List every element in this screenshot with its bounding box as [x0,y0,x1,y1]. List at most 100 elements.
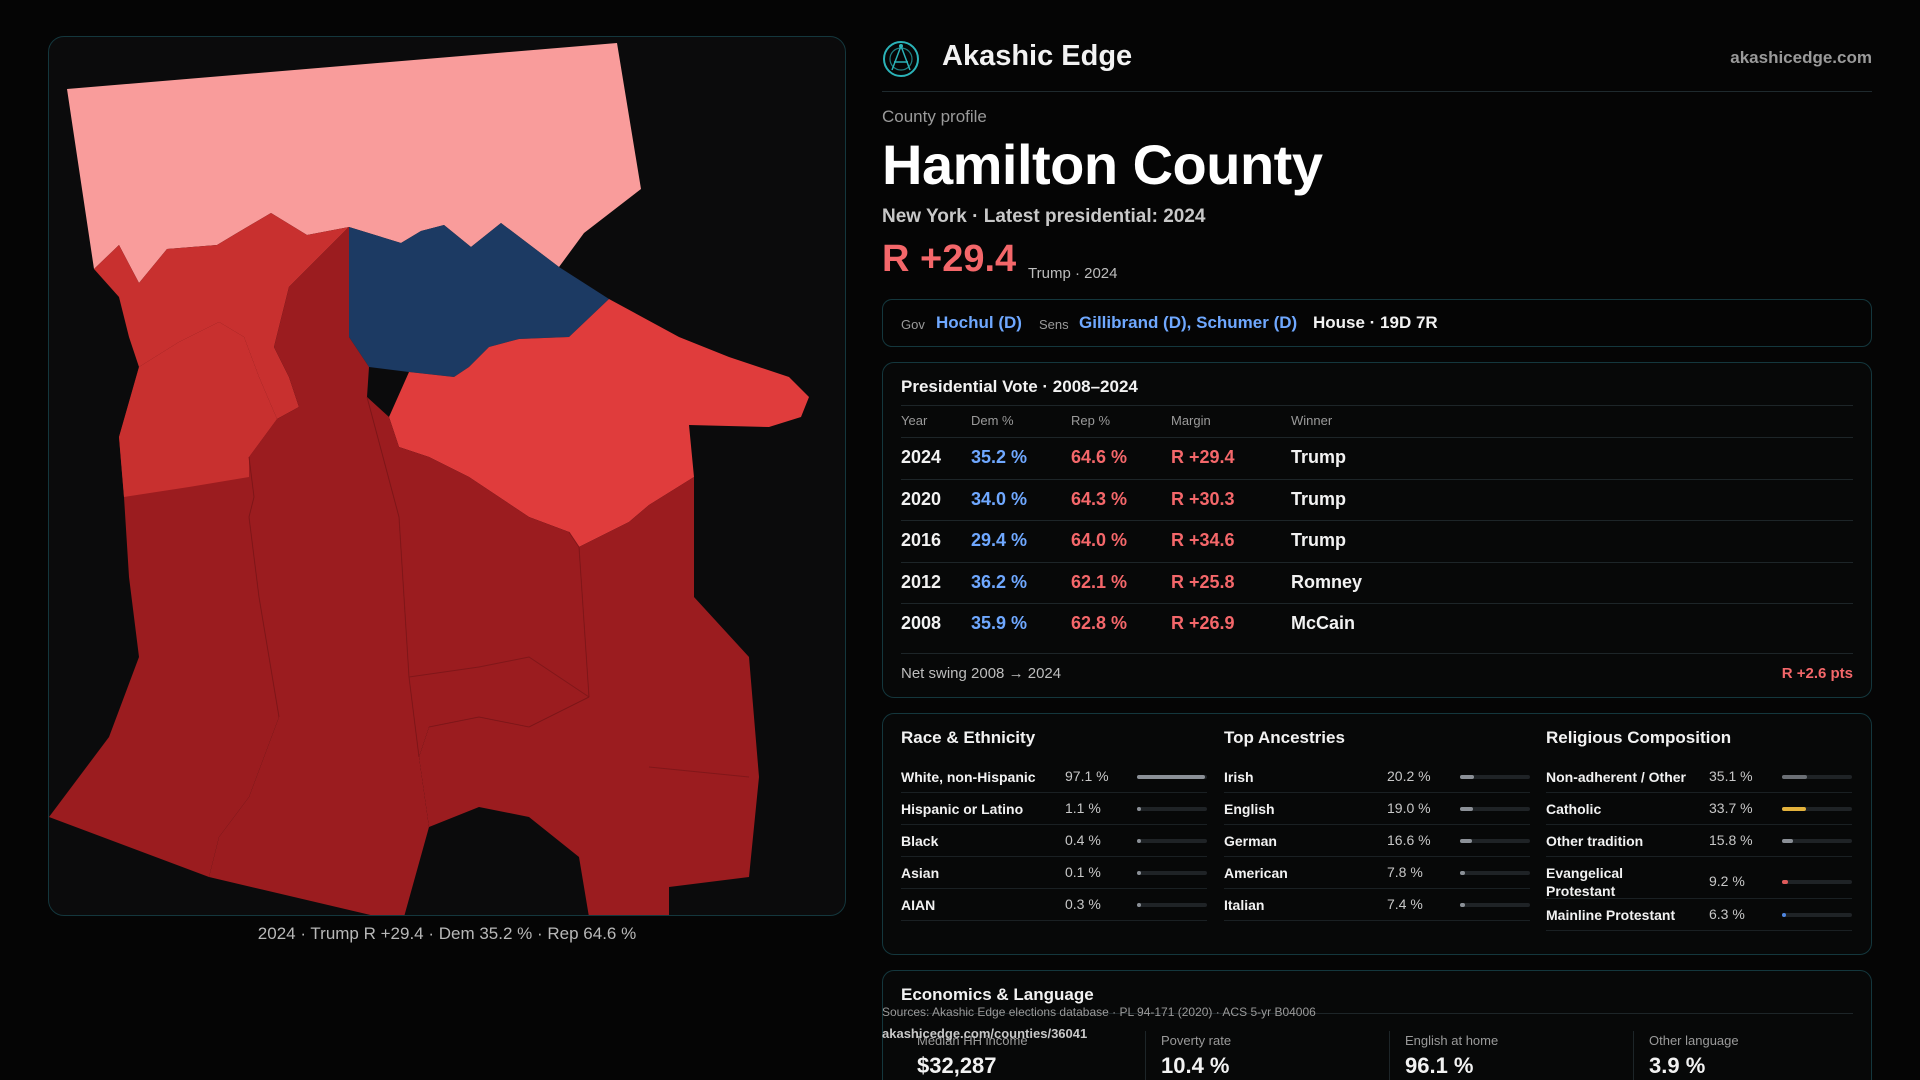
row-divider [1224,888,1530,889]
brand-name[interactable]: Akashic Edge [942,40,1133,72]
race-bar-track [1137,839,1207,843]
econ-divider [1389,1031,1390,1080]
race-bar-fill [1137,775,1205,779]
race-title: Race & Ethnicity [901,728,1036,747]
col-header-rep: Rep % [1071,413,1111,428]
col-header-margin: Margin [1171,413,1211,428]
religion-row-label: Catholic [1546,801,1602,817]
religion-bar-track [1782,880,1852,884]
religion-row-value: 6.3 % [1709,906,1745,922]
divider [901,405,1853,406]
religion-bar-fill [1782,880,1788,884]
divider [901,1013,1853,1014]
ancestry-bar-track [1460,775,1530,779]
religion-row-label: Other tradition [1546,833,1644,849]
ancestry-bar-track [1460,807,1530,811]
race-row-label: Asian [901,865,940,881]
cell-year: 2008 [901,613,942,633]
row-divider [1546,930,1852,931]
page-title: Hamilton County [882,133,1323,196]
row-divider [901,603,1853,604]
row-divider [901,888,1207,889]
race-row-label: White, non-Hispanic [901,769,1036,785]
race-row-value: 1.1 % [1065,800,1101,816]
cell-year: 2016 [901,530,942,550]
cell-winner: McCain [1291,613,1356,633]
ancestry-bar-fill [1460,775,1474,779]
map-region-northwest[interactable] [94,213,349,419]
row-divider [1224,792,1530,793]
race-bar-fill [1137,807,1141,811]
row-divider [1546,898,1852,899]
map-region-central[interactable] [367,397,589,757]
map-region-east[interactable] [389,299,809,547]
religion-bar-track [1782,775,1852,779]
cell-winner: Trump [1291,447,1347,467]
map-region-north[interactable] [67,43,641,283]
race-row-value: 97.1 % [1065,768,1109,784]
race-bar-track [1137,903,1207,907]
religion-bar-fill [1782,913,1786,917]
ancestry-row-label: German [1224,833,1277,849]
cell-dem: 34.0 % [971,488,1028,509]
page-subtitle: New York · Latest presidential: 2024 [882,206,1206,227]
row-divider [1224,920,1530,921]
race-row-value: 0.1 % [1065,864,1101,880]
cell-winner: Trump [1291,488,1347,509]
religion-bar-fill [1782,839,1793,843]
map-region-west-upper[interactable] [119,322,277,497]
map-region-central-west[interactable] [209,227,429,916]
col-header-winner: Winner [1291,413,1333,428]
sens-names[interactable]: Gillibrand (D), Schumer (D) [1079,313,1298,332]
ancestry-row-value: 7.8 % [1387,864,1423,880]
map-caption: 2024 · Trump R +29.4 · Dem 35.2 % · Rep … [257,924,637,943]
swing-label: Net swing 2008 → 2024 [901,665,1062,682]
gov-label: Gov [901,317,925,332]
race-row-label: Black [901,833,939,849]
cell-winner: Romney [1291,571,1363,592]
race-bar-track [1137,775,1207,779]
site-url[interactable]: akashicedge.com [1730,48,1872,67]
ancestry-bar-fill [1460,839,1472,843]
house-delegation: House · 19D 7R [1313,313,1438,332]
map-region-dem[interactable] [349,223,609,377]
globe-network-icon[interactable] [882,40,920,78]
sources-note: Sources: Akashic Edge elections database… [882,1005,1316,1019]
source-url[interactable]: akashicedge.com/counties/36041 [882,1026,1088,1041]
cell-dem: 29.4 % [971,530,1028,550]
econ-stat-value: $32,287 [917,1053,997,1078]
economics-title: Economics & Language [901,985,1094,1004]
religion-bar-track [1782,807,1852,811]
presidential-title: Presidential Vote · 2008–2024 [901,377,1138,396]
cell-margin: R +34.6 [1171,530,1235,550]
race-bar-fill [1137,903,1141,907]
econ-stat-value: 10.4 % [1161,1053,1230,1078]
demographics-card: Race & Ethnicity Top Ancestries Religiou… [882,713,1872,955]
cell-margin: R +30.3 [1171,488,1235,509]
economics-card: Economics & Language Median HH income $32… [882,970,1872,1080]
cell-year: 2024 [901,447,942,467]
religion-row-value: 35.1 % [1709,768,1753,784]
gov-name[interactable]: Hochul (D) [936,313,1022,332]
econ-stat-value: 96.1 % [1405,1053,1474,1078]
race-bar-fill [1137,839,1141,843]
ancestry-row-label: English [1224,801,1275,817]
econ-divider [1633,1031,1634,1080]
cell-rep: 62.8 % [1071,613,1128,633]
religion-title: Religious Composition [1546,728,1732,747]
row-divider [901,792,1207,793]
religion-row-label: Evangelical Protestant [1546,865,1624,899]
divider [901,653,1853,654]
cell-margin: R +29.4 [1171,447,1235,467]
site-header: Akashic Edge akashicedge.com [882,36,1872,92]
row-divider [1546,824,1852,825]
ancestry-row-value: 16.6 % [1387,832,1431,848]
econ-stat-label: English at home [1405,1033,1499,1048]
race-bar-track [1137,807,1207,811]
ancestry-row-value: 7.4 % [1387,896,1423,912]
ancestry-title: Top Ancestries [1224,728,1345,747]
religion-bar-track [1782,839,1852,843]
ancestry-bar-fill [1460,903,1465,907]
sens-label: Sens [1039,317,1069,332]
religion-bar-fill [1782,807,1806,811]
